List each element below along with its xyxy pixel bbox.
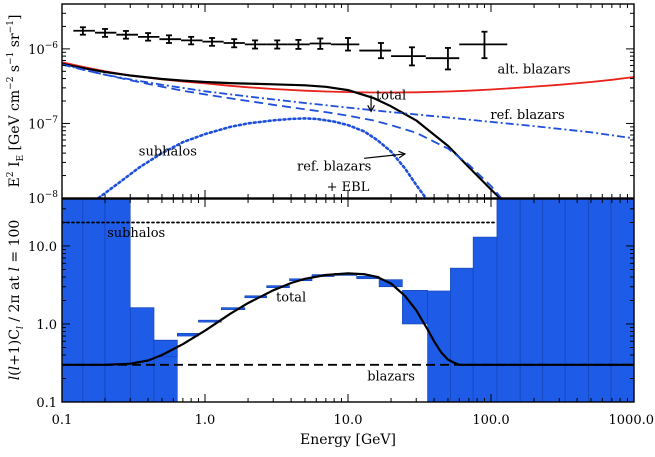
bin-bar <box>543 199 565 402</box>
top-annotation-ref-blazars: ref. blazars <box>490 108 564 123</box>
top-annotation-alt-blazars: alt. blazars <box>497 62 570 77</box>
x-tick-label: 0.1 <box>52 413 73 428</box>
bin-bar <box>473 237 497 402</box>
bottom-annotation-total: total <box>276 290 306 305</box>
bin-bar <box>83 199 105 402</box>
top-annotation-ref-blazars: ref. blazars <box>297 159 371 174</box>
x-axis-label: Energy [GeV] <box>300 432 396 448</box>
bottom-annotation-blazars: blazars <box>367 369 415 384</box>
bin-bar <box>588 199 611 402</box>
bin-bar <box>565 199 588 402</box>
bin-bar <box>520 199 543 402</box>
bottom-y-tick-label: 10.0 <box>28 240 57 255</box>
x-tick-label: 1000.0 <box>609 413 655 428</box>
top-annotation-total: total <box>376 88 406 103</box>
bin-bar <box>130 308 154 402</box>
bin-bar <box>497 199 520 402</box>
top-annotation-subhalos: subhalos <box>139 145 197 160</box>
bottom-y-tick-label: 1.0 <box>36 318 57 333</box>
x-tick-label: 10.0 <box>334 413 363 428</box>
x-tick-label: 100.0 <box>472 413 509 428</box>
bottom-annotation-subhalos: subhalos <box>107 226 165 241</box>
bottom-y-tick-label: 0.1 <box>36 396 57 411</box>
bin-bar <box>450 268 473 402</box>
bin-bar <box>428 291 451 402</box>
x-tick-label: 1.0 <box>195 413 216 428</box>
